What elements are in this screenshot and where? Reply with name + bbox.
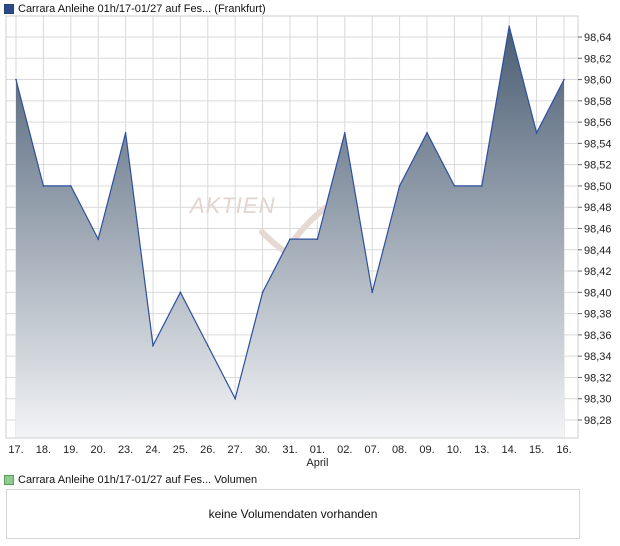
price-points [15, 25, 565, 400]
y-axis: 98,28 98,30 98,32 98,34 98,36 98,38 98,40 98,42… [578, 32, 612, 427]
x-tick-label: 08. [392, 444, 407, 456]
x-tick-label: 30. [255, 444, 270, 456]
x-tick-label: 16. [556, 444, 571, 456]
x-tick-label: 10. [447, 444, 462, 456]
price-point [152, 344, 154, 347]
volume-legend-label: Carrara Anleihe 01h/17-01/27 auf Fes... … [18, 474, 258, 486]
x-month-label: April [306, 457, 328, 469]
x-tick-label: 20. [91, 444, 106, 456]
price-point [70, 185, 72, 187]
price-area [16, 26, 564, 439]
x-tick-label: 26. [200, 444, 215, 456]
volume-panel: keine Volumendaten vorhanden [6, 489, 580, 539]
price-point [426, 131, 428, 134]
y-tick-label: 98,56 [584, 117, 612, 129]
price-point [289, 238, 291, 240]
y-tick-label: 98,30 [584, 394, 612, 406]
x-tick-label: 07. [365, 444, 380, 456]
x-tick-label: 15. [529, 444, 544, 456]
x-tick-label: 24. [145, 444, 160, 456]
x-tick-label: 18. [36, 444, 51, 456]
y-tick-label: 98,44 [584, 245, 612, 257]
price-point [344, 131, 346, 134]
price-point [316, 238, 319, 240]
y-tick-label: 98,50 [584, 181, 612, 193]
y-tick-label: 98,64 [584, 32, 612, 44]
y-tick-label: 98,28 [584, 415, 612, 427]
price-point [234, 397, 236, 400]
price-point [481, 185, 483, 187]
price-point [453, 185, 456, 187]
price-point [563, 78, 565, 81]
y-tick-label: 98,32 [584, 372, 612, 384]
x-tick-label: 23. [118, 444, 133, 456]
y-tick-label: 98,38 [584, 309, 612, 321]
y-tick-label: 98,42 [584, 266, 612, 278]
x-tick-label: 14. [502, 444, 517, 456]
price-point [261, 291, 264, 294]
plot-frame [5, 15, 579, 439]
watermark-text: AKTIEN [188, 193, 275, 218]
x-tick-label: 25. [173, 444, 188, 456]
price-legend-label: Carrara Anleihe 01h/17-01/27 auf Fes... … [18, 3, 266, 15]
x-tick-label: 01. [310, 444, 325, 456]
x-tick-label: 17. [8, 444, 23, 456]
x-axis: 17. 18. 19. 20. 23. 24. 25. 26. 27. 30. 31. 01.Apri… [8, 444, 571, 469]
y-tick-label: 98,46 [584, 224, 612, 236]
x-tick-label: 13. [474, 444, 489, 456]
y-tick-label: 98,52 [584, 160, 612, 172]
volume-legend-swatch [4, 475, 14, 485]
y-tick-label: 98,48 [584, 202, 612, 214]
price-point [508, 25, 511, 28]
price-legend-swatch [4, 4, 14, 14]
price-point [15, 78, 17, 81]
y-tick-label: 98,36 [584, 330, 612, 342]
volume-legend: Carrara Anleihe 01h/17-01/27 auf Fes... … [4, 474, 257, 486]
price-legend: Carrara Anleihe 01h/17-01/27 auf Fes... … [4, 3, 266, 15]
price-point [371, 291, 374, 294]
y-tick-label: 98,54 [584, 138, 612, 150]
y-tick-label: 98,34 [584, 351, 612, 363]
y-tick-label: 98,58 [584, 96, 612, 108]
x-tick-label: 02. [337, 444, 352, 456]
price-point [97, 238, 99, 240]
price-point [42, 185, 45, 187]
x-tick-label: 31. [282, 444, 297, 456]
price-chart: AKTIEN 98,2898,3098,3298,3498,3698,3898,… [5, 15, 612, 469]
price-point [179, 291, 182, 294]
y-tick-label: 98,60 [584, 75, 612, 87]
price-point [207, 344, 209, 347]
price-point [398, 185, 401, 187]
price-point [535, 131, 538, 134]
y-tick-label: 98,40 [584, 287, 612, 299]
x-tick-label: 27. [228, 444, 243, 456]
x-tick-label: 19. [63, 444, 78, 456]
price-point [124, 131, 127, 134]
y-tick-label: 98,62 [584, 53, 612, 65]
volume-message: keine Volumendaten vorhanden [208, 507, 378, 521]
x-tick-label: 09. [419, 444, 434, 456]
